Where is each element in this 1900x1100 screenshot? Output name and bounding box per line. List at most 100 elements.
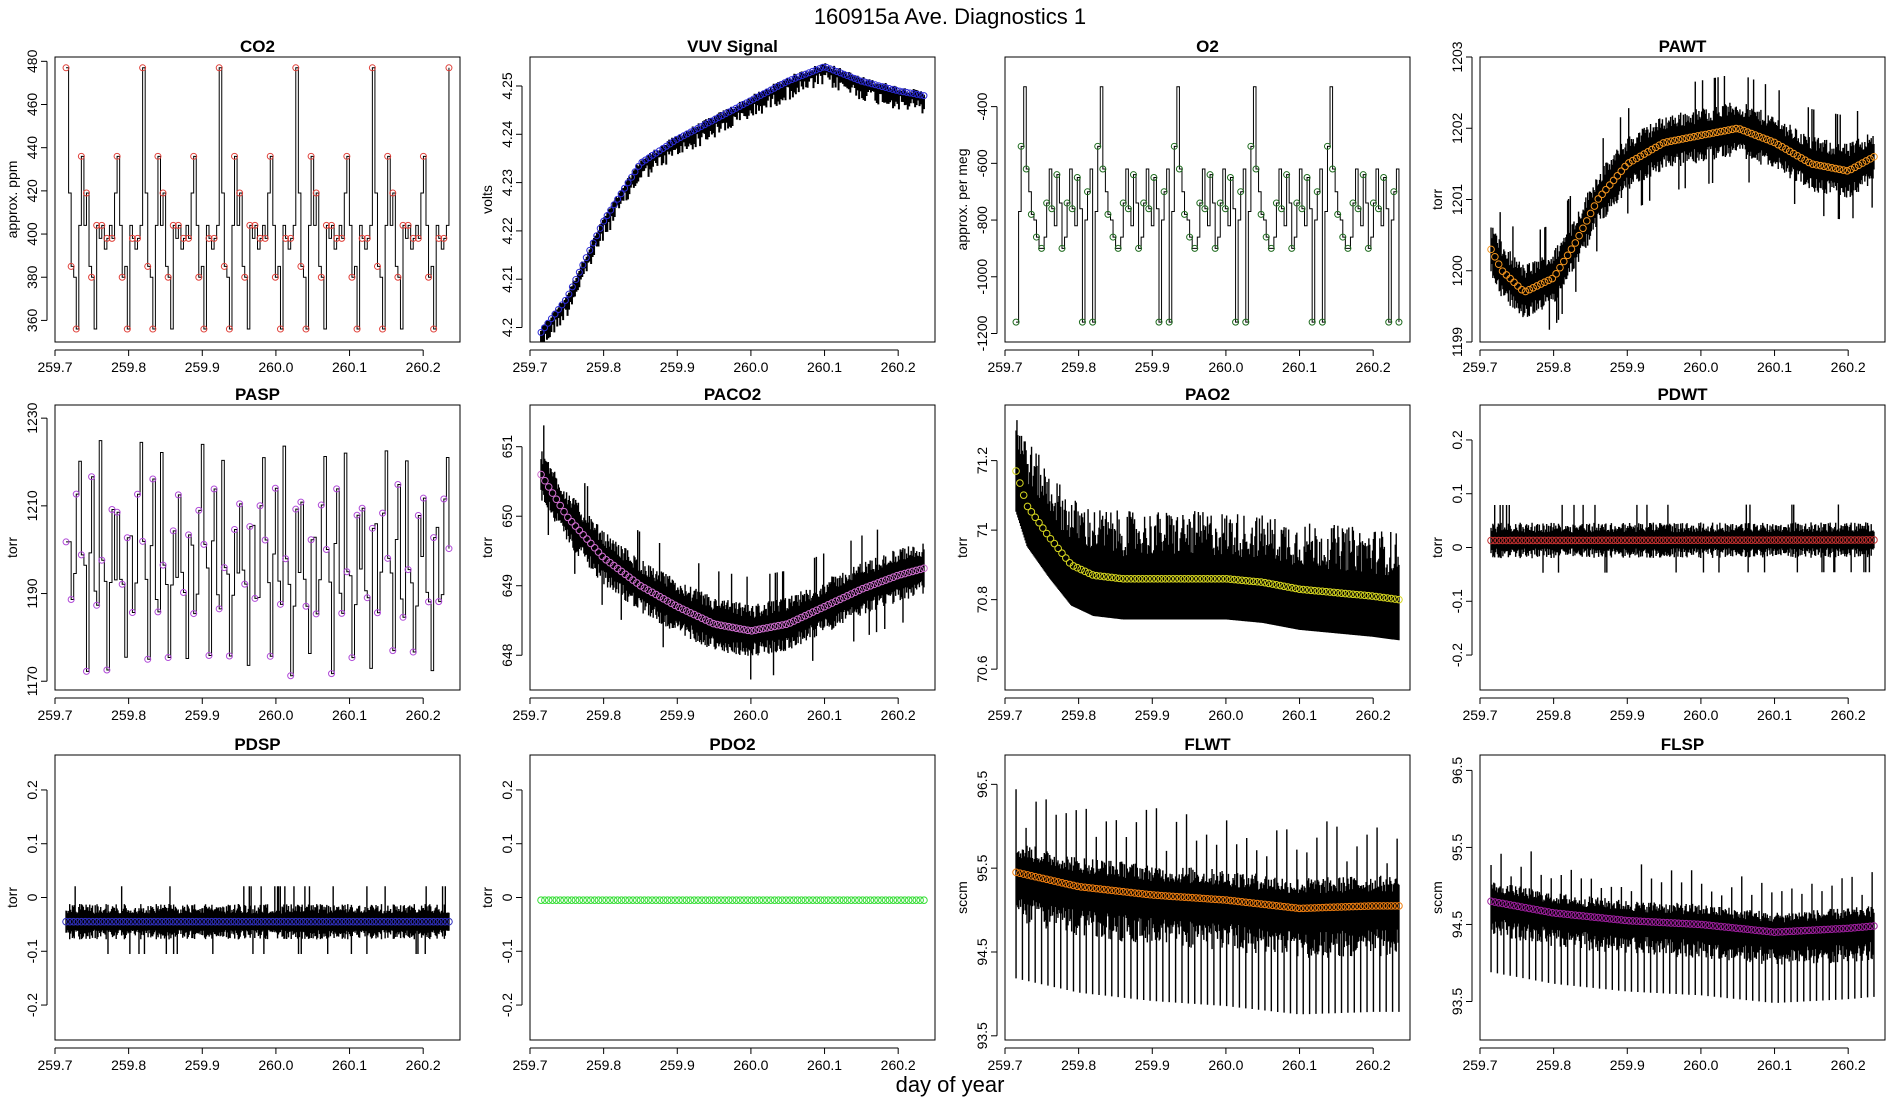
plot-frame: [1004, 56, 1411, 343]
data-point: [866, 896, 875, 904]
data-point: [1084, 188, 1092, 196]
data-point: [1096, 885, 1105, 893]
data-point: [1663, 918, 1671, 927]
data-point: [251, 594, 259, 602]
data-point: [1506, 536, 1514, 545]
data-point: [418, 917, 426, 926]
data-point: [1119, 199, 1127, 207]
data-point: [766, 896, 775, 904]
data-point: [683, 130, 691, 138]
data-point: [93, 221, 101, 229]
data-point: [108, 234, 116, 242]
data-point: [154, 608, 162, 616]
data-point: [1674, 919, 1683, 928]
data-point: [1655, 536, 1664, 545]
data-point: [1238, 576, 1246, 585]
y-tick-label: -0.1: [24, 939, 40, 963]
x-tick-label: 259.8: [1061, 1057, 1096, 1073]
data-point: [1605, 914, 1614, 923]
data-point: [1241, 898, 1250, 907]
panel-title: FLSP: [1661, 735, 1704, 754]
panel-title: PDO2: [709, 735, 755, 754]
data-point: [782, 896, 790, 904]
data-point: [223, 917, 231, 926]
data-point: [360, 917, 369, 926]
data-point: [697, 123, 705, 131]
data-point: [238, 917, 246, 926]
data-point: [142, 917, 151, 926]
data-point: [1709, 921, 1717, 930]
data-point: [225, 652, 233, 660]
data-point: [372, 917, 381, 926]
data-point: [149, 475, 157, 483]
data-point: [1038, 244, 1046, 252]
data-point: [1184, 893, 1193, 902]
x-tick-label: 260.1: [1757, 359, 1792, 375]
data-point: [1065, 880, 1074, 889]
data-point: [655, 147, 663, 155]
data-point: [1552, 909, 1560, 917]
data-point: [322, 546, 330, 554]
data-point: [724, 896, 733, 904]
data-point: [582, 254, 590, 262]
data-point: [1196, 894, 1204, 903]
data-point: [1648, 918, 1656, 926]
data-point: [1659, 918, 1668, 927]
data-point: [241, 580, 249, 588]
y-tick-label: -800: [974, 206, 990, 234]
data-point: [1022, 165, 1030, 173]
data-point: [1625, 536, 1633, 545]
data-point: [586, 246, 594, 254]
data-point: [1023, 871, 1032, 879]
data-point: [1640, 150, 1649, 158]
data-point: [1276, 581, 1285, 590]
data-point: [1682, 134, 1691, 142]
data-point: [1272, 581, 1281, 589]
data-point: [1743, 925, 1752, 934]
data-point: [334, 917, 342, 926]
data-point: [1042, 529, 1051, 538]
data-point: [1272, 199, 1280, 207]
data-point: [1330, 903, 1338, 912]
x-tick-label: 260.1: [1282, 1057, 1317, 1073]
data-point: [1344, 244, 1352, 252]
data-point: [192, 917, 201, 926]
data-point: [358, 234, 366, 242]
data-point: [1048, 205, 1056, 213]
data-point: [1697, 131, 1706, 140]
data-point: [589, 239, 597, 247]
data-point: [1188, 893, 1196, 902]
data-point: [437, 917, 446, 926]
data-point: [715, 113, 723, 121]
data-point: [686, 896, 695, 904]
data-point: [1119, 887, 1128, 896]
data-point: [1390, 188, 1398, 196]
data-point: [62, 917, 70, 926]
data-point: [809, 67, 817, 75]
data-point: [908, 567, 917, 576]
data-point: [215, 605, 223, 613]
data-point: [1579, 912, 1587, 920]
data-point: [778, 896, 787, 904]
data-point: [225, 325, 233, 333]
data-point: [1252, 165, 1260, 173]
data-point: [1226, 575, 1235, 584]
y-tick-label: -0.2: [499, 993, 515, 1017]
data-point: [739, 101, 747, 109]
data-point: [144, 655, 152, 663]
data-point: [1805, 926, 1813, 935]
data-point: [812, 606, 821, 615]
data-point: [1176, 893, 1185, 901]
data-point: [1537, 906, 1545, 915]
data-point: [1498, 899, 1507, 908]
plot-area: [537, 63, 928, 342]
plot-frame: [1004, 404, 1411, 691]
data-point: [1556, 263, 1564, 272]
data-point: [1109, 233, 1117, 241]
data-point: [1594, 195, 1603, 203]
panel-o2: O2 approx. per meg 259.7 259.8 259.9 260.0 260…: [954, 37, 1411, 375]
data-point: [725, 108, 733, 116]
data-point: [631, 168, 639, 176]
data-point: [1308, 318, 1316, 326]
data-point: [1050, 539, 1059, 548]
